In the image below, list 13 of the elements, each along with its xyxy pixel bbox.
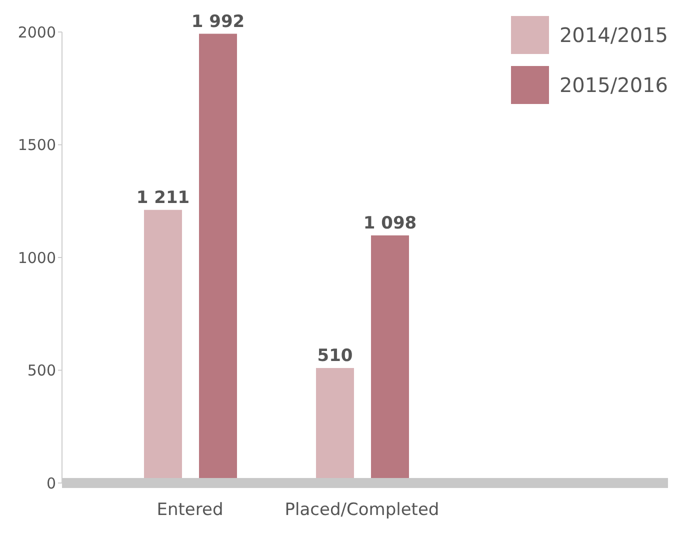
x-tick-label: Placed/Completed <box>284 500 440 520</box>
y-tick-label: 1000 <box>18 248 56 267</box>
y-tick-label: 500 <box>27 362 56 380</box>
y-tick-label: 2000 <box>18 23 56 42</box>
data-label: 510 <box>317 346 353 366</box>
legend-label: 2014/2015 <box>559 23 668 47</box>
data-label: 1 992 <box>191 12 245 32</box>
data-label: 1 211 <box>136 188 190 208</box>
legend-label: 2015/2016 <box>559 73 668 97</box>
x-tick-label: Entered <box>156 500 224 520</box>
data-label: 1 098 <box>363 213 417 234</box>
y-tick-label: 1500 <box>18 136 56 154</box>
y-tick-label: 0 <box>46 474 56 492</box>
